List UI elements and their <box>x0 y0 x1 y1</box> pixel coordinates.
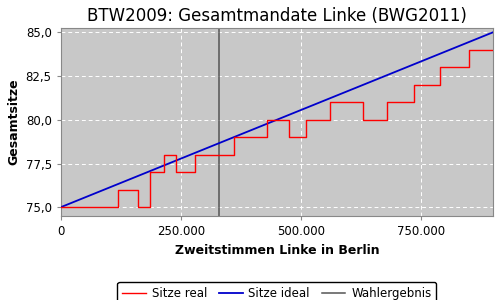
Sitze real <box>293 136 299 139</box>
Sitze real <box>58 206 64 209</box>
Sitze real <box>134 206 140 209</box>
Sitze real <box>170 153 176 157</box>
Y-axis label: Gesamtsitze: Gesamtsitze <box>7 79 20 165</box>
Sitze real <box>230 136 236 139</box>
Sitze real <box>411 83 417 87</box>
Sitze real <box>430 83 436 87</box>
Sitze real <box>459 65 465 69</box>
X-axis label: Zweitstimmen Linke in Berlin: Zweitstimmen Linke in Berlin <box>174 244 379 256</box>
Sitze real <box>108 206 114 209</box>
Sitze real <box>221 153 227 157</box>
Sitze real <box>466 48 472 52</box>
Sitze real <box>161 153 167 157</box>
Sitze real <box>173 170 179 174</box>
Sitze real <box>116 188 121 192</box>
Sitze real <box>132 188 138 192</box>
Legend: Sitze real, Sitze ideal, Wahlergebnis: Sitze real, Sitze ideal, Wahlergebnis <box>118 282 436 300</box>
Sitze real <box>192 153 198 157</box>
Sitze real <box>404 100 409 104</box>
Sitze real <box>350 100 356 104</box>
Sitze real <box>185 170 191 174</box>
Sitze real <box>264 118 270 122</box>
Sitze real <box>326 100 332 104</box>
Sitze real <box>142 206 148 209</box>
Sitze real <box>490 48 496 52</box>
Sitze real <box>320 118 326 122</box>
Sitze real <box>374 118 380 122</box>
Sitze real <box>286 136 292 139</box>
Line: Sitze real: Sitze real <box>60 50 493 207</box>
Sitze real <box>146 170 152 174</box>
Sitze real <box>437 65 443 69</box>
Title: BTW2009: Gesamtmandate Linke (BWG2011): BTW2009: Gesamtmandate Linke (BWG2011) <box>87 7 467 25</box>
Sitze real <box>360 118 366 122</box>
Sitze real <box>257 136 263 139</box>
Sitze real <box>384 100 390 104</box>
Sitze real <box>278 118 284 122</box>
Sitze real <box>302 118 308 122</box>
Sitze real <box>156 170 162 174</box>
